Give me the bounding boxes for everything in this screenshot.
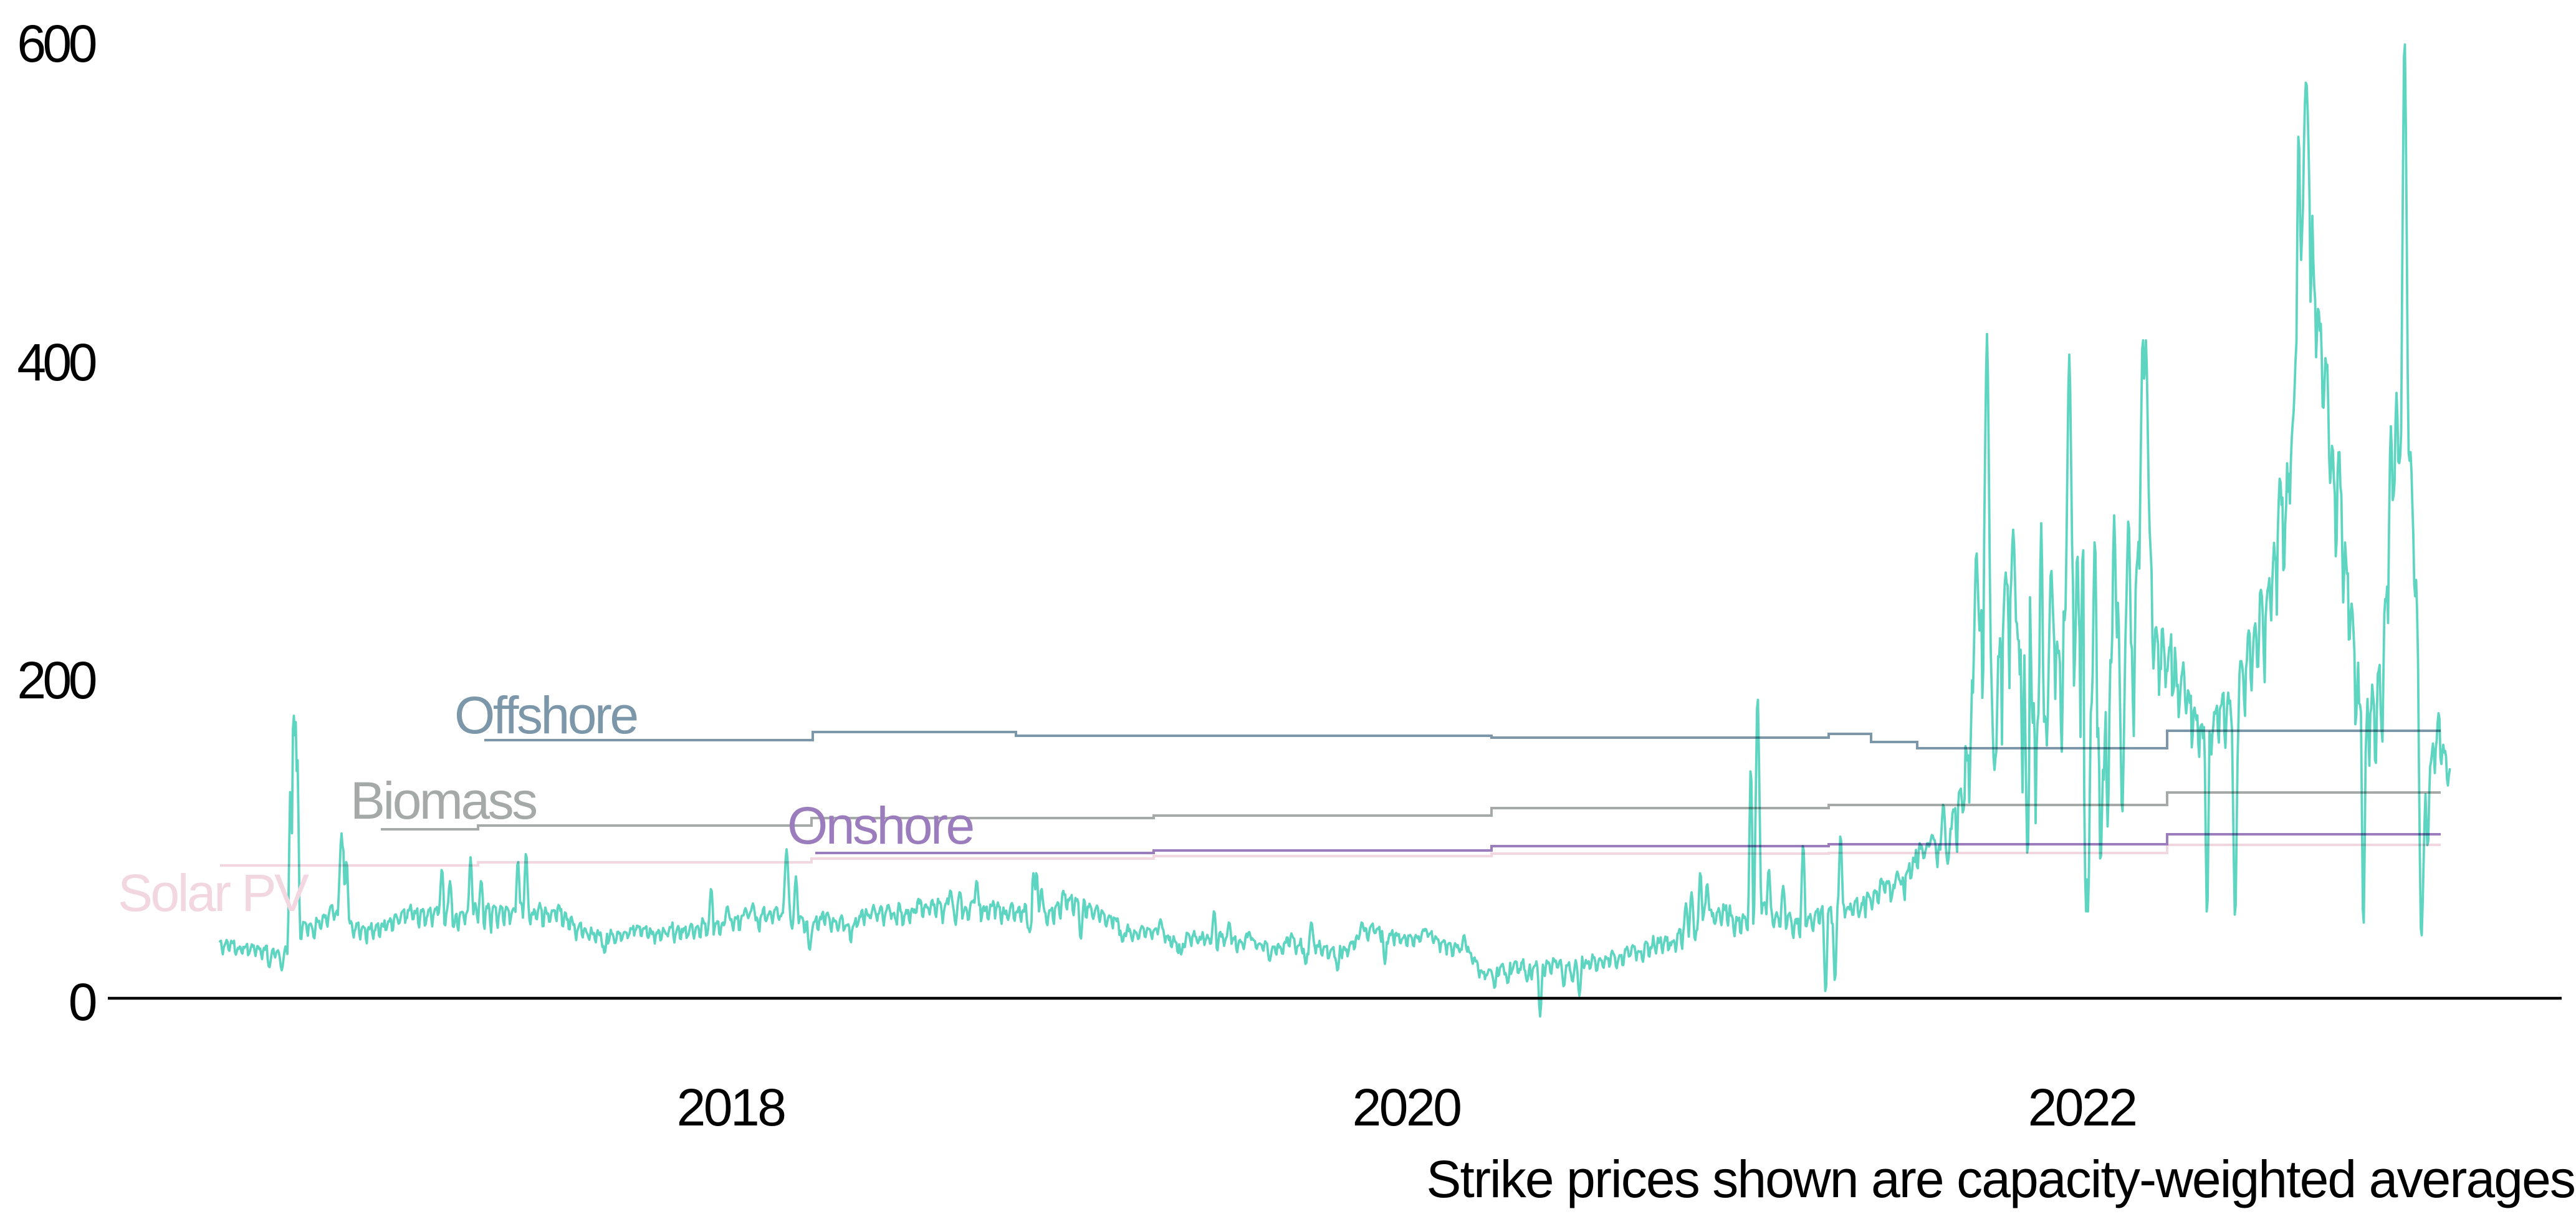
svg-text:Biomass: Biomass [350,771,536,830]
svg-text:2020: 2020 [1353,1078,1461,1137]
svg-text:2018: 2018 [677,1078,785,1137]
svg-text:Strike prices shown are capaci: Strike prices shown are capacity-weighte… [1426,1150,2575,1208]
svg-text:200: 200 [17,651,95,710]
svg-text:Solar PV: Solar PV [118,864,309,922]
svg-text:Onshore: Onshore [787,796,973,855]
svg-text:0: 0 [69,973,96,1031]
svg-text:2022: 2022 [2028,1078,2136,1137]
svg-text:600: 600 [17,14,95,73]
svg-text:Offshore: Offshore [454,686,637,744]
svg-text:400: 400 [17,333,95,392]
